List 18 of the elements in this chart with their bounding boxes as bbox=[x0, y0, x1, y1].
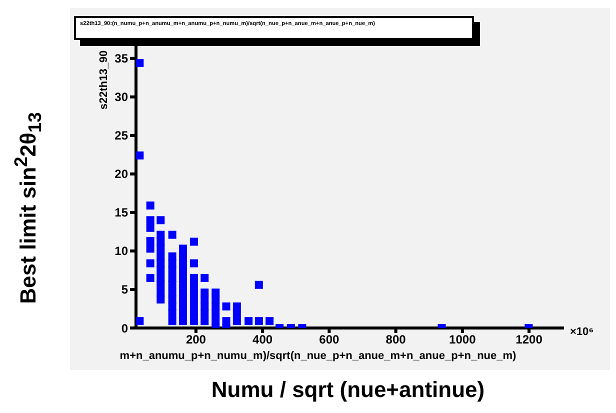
x-tick-label: 200 bbox=[186, 332, 206, 347]
x-tick-label: 800 bbox=[386, 332, 406, 347]
y-tick-label: 10 bbox=[114, 244, 128, 258]
y-tick-label: 35 bbox=[114, 52, 128, 66]
x-tick-label: 1200 bbox=[516, 332, 543, 347]
text: m+n_anumu_p+n_numu_m)/sqrt(n_nue_p+n_anue_m+n_anue_p+n_nue_m) bbox=[120, 350, 516, 362]
text: s22th13_90 bbox=[98, 50, 110, 110]
y-tick-label: 5 bbox=[121, 282, 128, 297]
x-tick-label: 600 bbox=[319, 332, 340, 347]
y-tick-label: 15 bbox=[114, 206, 128, 220]
x-tick-label: 1000 bbox=[449, 332, 476, 347]
y-tick-label: 25 bbox=[114, 128, 128, 143]
text: ×10⁶ bbox=[570, 326, 594, 338]
y-tick-label: 20 bbox=[114, 167, 128, 182]
x-axis-title: Numu / sqrt (nue+antinue) bbox=[211, 377, 485, 403]
y-tick-label: 0 bbox=[121, 321, 128, 336]
x-tick-label: 400 bbox=[252, 332, 273, 347]
y-tick-label: 30 bbox=[114, 90, 128, 104]
